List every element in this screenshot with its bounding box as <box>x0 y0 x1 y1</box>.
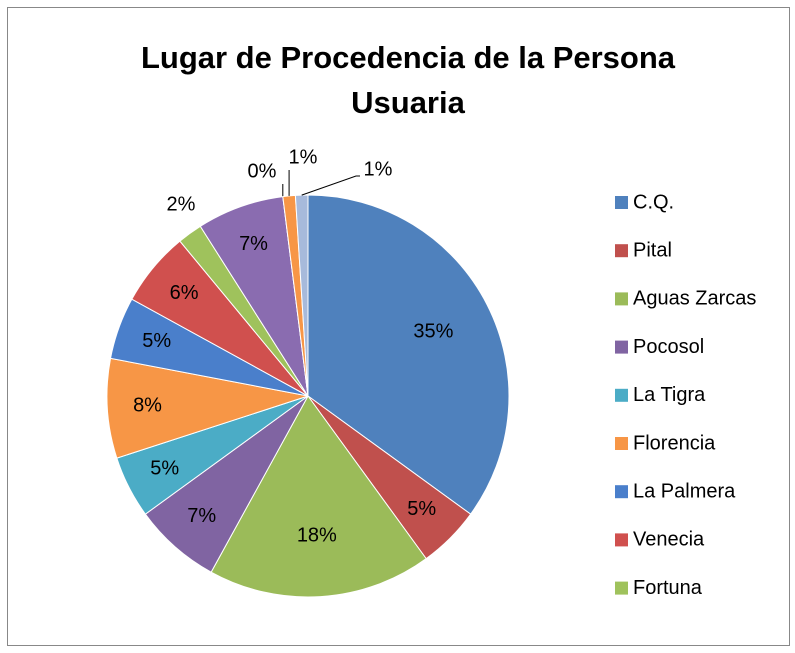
legend-swatch <box>615 196 628 209</box>
legend-swatch <box>615 388 628 402</box>
data-label: 6% <box>170 282 199 304</box>
legend-label: La Tigra <box>633 384 706 406</box>
chart-title: Lugar de Procedencia de la Persona Usuari… <box>141 40 676 120</box>
legend-swatch <box>615 437 628 450</box>
legend-label: La Palmera <box>633 480 736 502</box>
legend-swatch <box>615 244 628 258</box>
legend-label: C.Q. <box>633 191 674 213</box>
legend-label: Aguas Zarcas <box>633 288 756 310</box>
legend-label: Pital <box>633 239 672 261</box>
pie-slice <box>210 395 427 598</box>
data-label: 5% <box>150 457 179 479</box>
data-label: 1% <box>364 158 393 180</box>
legend-label: Fortuna <box>633 577 703 599</box>
data-label: 5% <box>142 330 171 352</box>
data-label: 18% <box>297 525 337 547</box>
leader-line <box>301 175 360 196</box>
legend-swatch <box>615 292 628 306</box>
pie-slice <box>307 194 510 515</box>
pie-slice <box>294 194 309 397</box>
data-label: 35% <box>413 320 453 342</box>
legend-label: Pocosol <box>633 336 704 358</box>
pie-slice <box>106 357 309 459</box>
data-label: 7% <box>187 505 216 527</box>
data-label: 2% <box>167 193 196 215</box>
chart-title-text: Lugar de Procedencia de la Persona Usuari… <box>141 40 676 120</box>
data-label: 0% <box>248 160 277 182</box>
legend-swatch <box>615 581 628 595</box>
data-label: 1% <box>289 146 318 168</box>
legend-swatch <box>615 485 628 499</box>
legend-label: Venecia <box>633 529 705 551</box>
data-label: 8% <box>133 394 162 416</box>
legend-swatch <box>615 533 628 547</box>
legend-swatch <box>615 340 628 354</box>
legend-label: Florencia <box>633 432 716 454</box>
data-label: 7% <box>239 233 268 255</box>
data-label: 5% <box>407 498 436 520</box>
